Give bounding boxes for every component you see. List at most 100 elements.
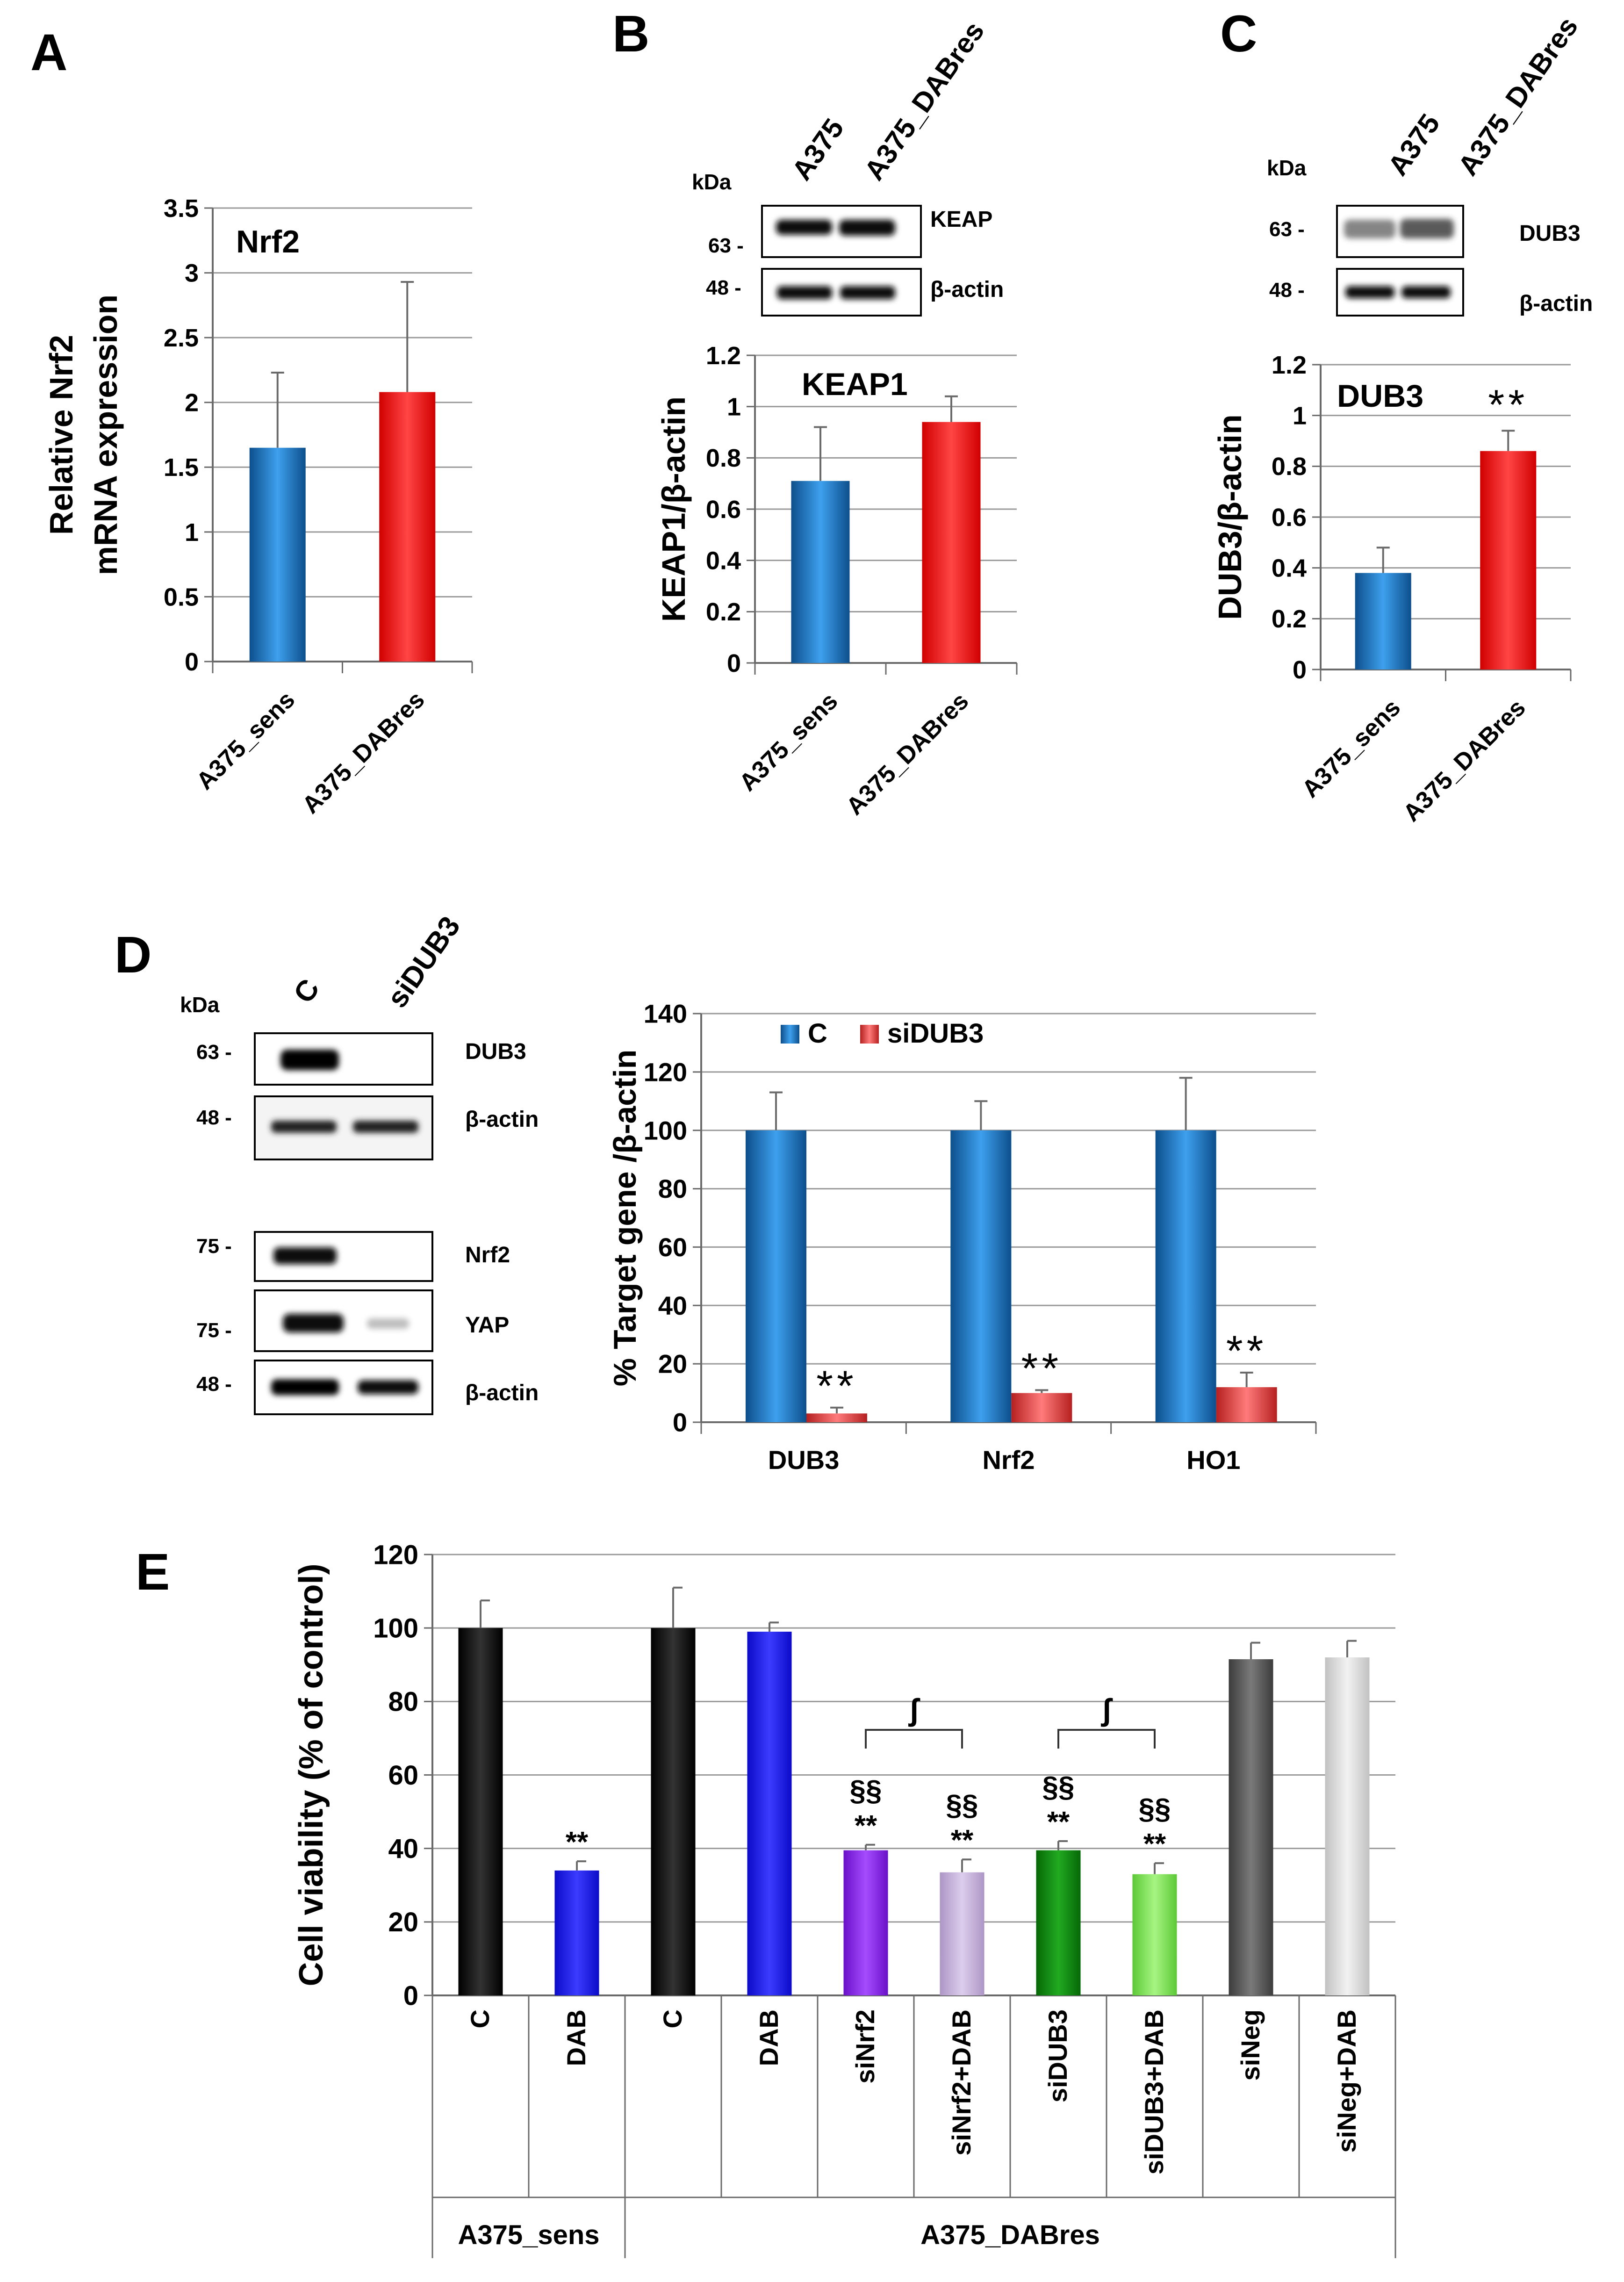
y-tick-label: 1.2 (706, 342, 741, 370)
x-tick-label: A375_DABres (297, 686, 430, 819)
y-tick-label: 2.5 (164, 324, 199, 352)
y-tick-label: 140 (644, 999, 687, 1029)
section-significance-label: §§ (1042, 1771, 1075, 1803)
blot-c-band-dub3-2 (1400, 219, 1454, 238)
chart-title: Nrf2 (236, 224, 300, 259)
blot-d-band-actin2-1 (271, 1379, 339, 1395)
bar-0 (458, 1628, 503, 1995)
x-tick-label: A375_DABres (1398, 694, 1531, 827)
y-tick-label: 120 (373, 1540, 418, 1570)
x-tick-label: HO1 (1186, 1445, 1240, 1475)
y-tick-label: 20 (658, 1349, 687, 1379)
significance-label: ** (951, 1824, 974, 1857)
blot-d-band-yap-1 (283, 1314, 344, 1332)
y-tick-label: 40 (388, 1834, 418, 1864)
bar-2 (651, 1628, 696, 1995)
blot-d-marker-actin-2: 48 - (196, 1373, 232, 1396)
blot-b-band-keap-1 (776, 220, 832, 235)
y-tick-label: 1 (727, 393, 741, 421)
chart-title: KEAP1 (802, 367, 908, 402)
chart-title: DUB3 (1337, 378, 1423, 414)
blot-d-band-nrf2-1 (273, 1247, 337, 1264)
blot-d-band-actin2-2 (358, 1380, 418, 1394)
y-tick-label: 60 (388, 1760, 418, 1791)
y-tick-label: 0.6 (706, 496, 741, 524)
bar-a375_sens (791, 481, 850, 663)
x-tick-label: A375_sens (734, 687, 843, 796)
section-significance-label: §§ (1139, 1793, 1171, 1825)
y-tick-label: 1.5 (164, 454, 199, 482)
significance-label: ** (566, 1826, 589, 1858)
bar-5 (940, 1872, 984, 1995)
y-axis-label: Relative Nrf2 (43, 335, 79, 535)
bar-a375_dabres (379, 392, 436, 662)
y-tick-label: 60 (658, 1232, 687, 1262)
blot-d-kda: kDa (180, 993, 220, 1017)
bar-6 (1036, 1850, 1081, 1995)
y-axis-label: % Target gene /β-actin (607, 1050, 643, 1386)
bar-8 (1229, 1659, 1273, 1995)
significance-label: ** (1143, 1828, 1166, 1860)
y-tick-label: 40 (658, 1291, 687, 1320)
bar-a375_sens (1355, 573, 1411, 669)
legend-swatch (781, 1025, 799, 1044)
x-tick-label: A375_sens (191, 686, 300, 795)
y-tick-label: 0.5 (164, 583, 199, 611)
blot-d-lane-1: C (287, 973, 326, 1009)
legend-label: siDUB3 (887, 1018, 984, 1049)
blot-d-marker-nrf2: 75 - (196, 1235, 232, 1258)
y-tick-label: 80 (658, 1174, 687, 1203)
y-tick-label: 100 (373, 1613, 418, 1643)
blot-b-label-actin: β-actin (930, 277, 1004, 302)
blot-b-band-keap-2 (839, 220, 895, 236)
blot-b-label-keap: KEAP (930, 207, 992, 232)
blot-b-band-actin-1 (777, 286, 832, 299)
blot-d-label-actin-2: β-actin (465, 1381, 539, 1405)
bar-4 (843, 1850, 888, 1995)
bar-c-ho1 (1155, 1130, 1216, 1422)
y-tick-label: 0 (403, 1980, 418, 2011)
blot-d-band-dub3-1 (280, 1050, 339, 1070)
blot-d-band-yap-2 (367, 1318, 409, 1329)
bar-9 (1325, 1657, 1370, 1995)
blot-c-band-dub3-1 (1344, 220, 1395, 238)
y-tick-label: 0 (1293, 656, 1307, 684)
bar-7 (1132, 1874, 1177, 1995)
y-tick-label: 3 (185, 259, 199, 287)
group-label: A375_DABres (920, 2220, 1100, 2250)
blot-d-band-actin1-1 (271, 1121, 337, 1133)
x-tick-label: DAB (754, 2009, 783, 2066)
significance-label: ** (1021, 1345, 1063, 1392)
blot-d-label-dub3: DUB3 (465, 1039, 526, 1064)
y-tick-label: 0.2 (706, 598, 741, 626)
significance-label: ** (855, 1810, 877, 1842)
y-tick-label: 2 (185, 389, 199, 417)
blot-c-marker-actin: 48 - (1269, 279, 1305, 302)
blot-c-lane-2: A375_DABres (1452, 11, 1584, 181)
y-tick-label: 20 (388, 1907, 418, 1937)
blot-d-label-yap: YAP (465, 1313, 509, 1338)
panel-label-e: E (136, 1543, 170, 1601)
blot-d-lane-2: siDUB3 (381, 911, 467, 1014)
x-tick-label: siDUB3+DAB (1139, 2009, 1169, 2174)
comparison-bracket (865, 1729, 963, 1749)
blot-b-lane-1: A375 (786, 113, 850, 186)
y-axis-label: KEAP1/β-actin (655, 396, 692, 622)
blot-c-label-dub3: DUB3 (1519, 221, 1581, 246)
y-tick-label: 3.5 (164, 194, 199, 223)
section-significance-label: §§ (850, 1775, 882, 1807)
comparison-bracket (1057, 1729, 1156, 1749)
significance-label: ** (1226, 1327, 1267, 1375)
bar-a375_dabres (1480, 451, 1537, 669)
blot-c-label-actin: β-actin (1519, 291, 1593, 316)
y-tick-label: 0.4 (1272, 554, 1307, 583)
significance-label: ** (1047, 1806, 1070, 1838)
y-axis-label: Cell viability (% of control) (293, 1563, 330, 1986)
y-tick-label: 0.8 (706, 444, 741, 472)
y-tick-label: 0.6 (1272, 504, 1307, 532)
x-tick-label: DUB3 (768, 1445, 839, 1475)
y-tick-label: 80 (388, 1687, 418, 1717)
blot-b-band-actin-2 (840, 286, 895, 299)
